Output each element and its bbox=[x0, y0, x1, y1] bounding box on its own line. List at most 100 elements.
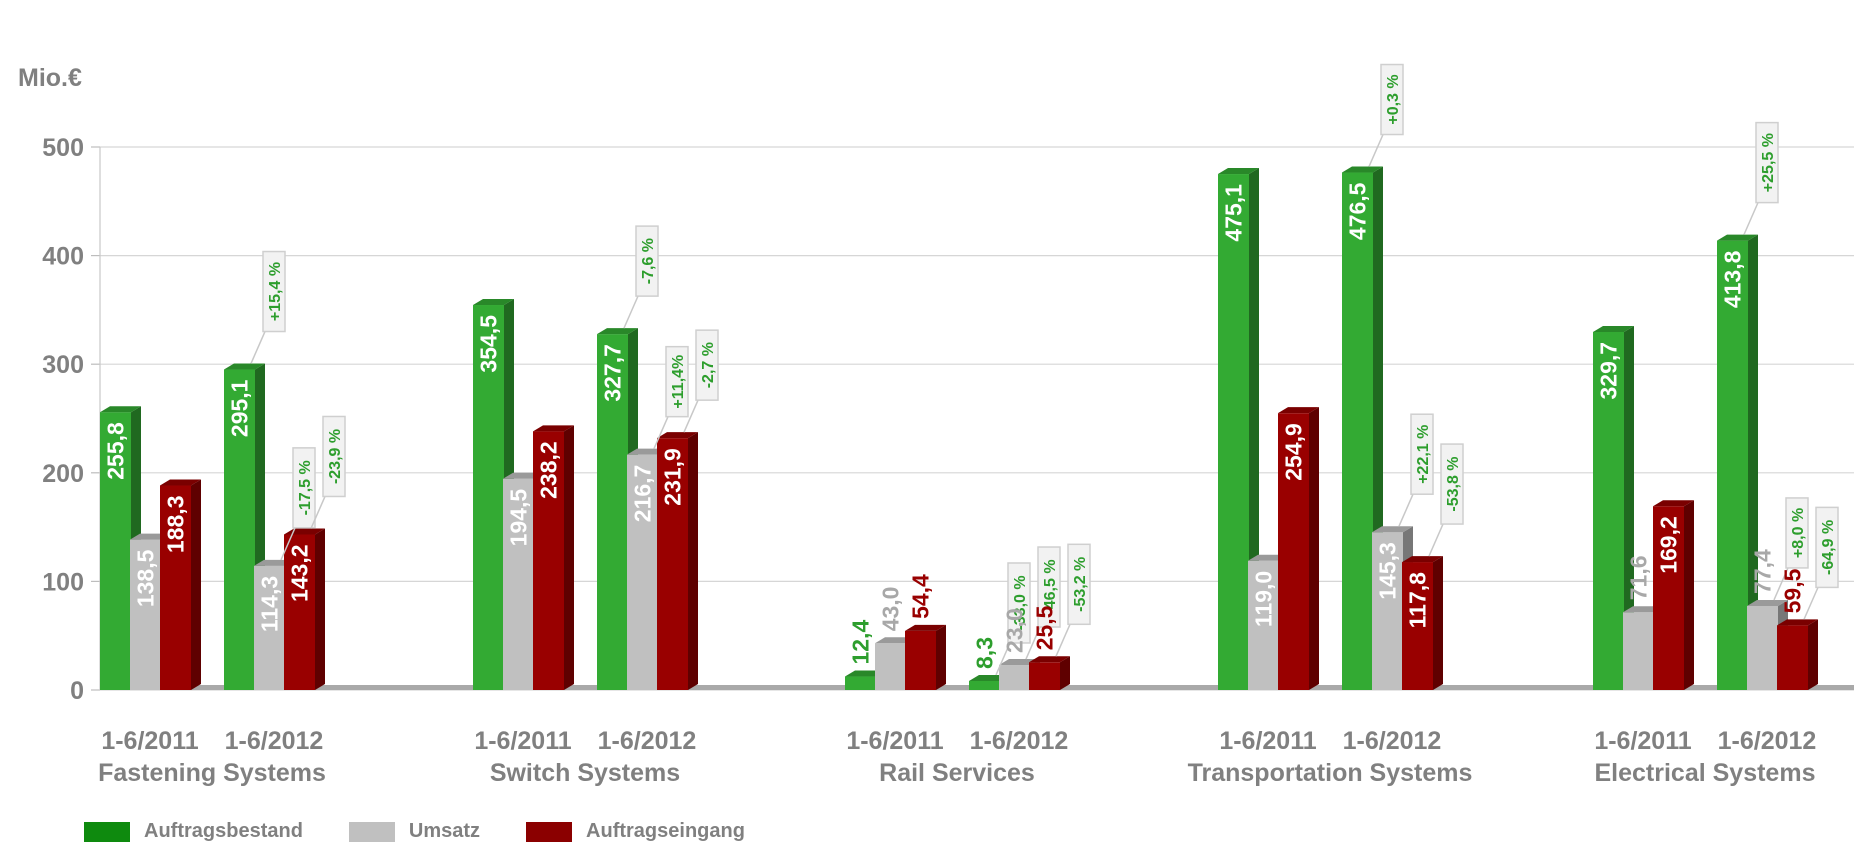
bar-auftragsbestand bbox=[597, 334, 628, 690]
value-label: 59,5 bbox=[1780, 568, 1806, 613]
bar-auftragseingang bbox=[905, 630, 936, 690]
value-label: 216,7 bbox=[630, 465, 656, 523]
bar-umsatz bbox=[627, 454, 658, 690]
change-label: -23,9 % bbox=[327, 429, 344, 484]
bar-auftragsbestand bbox=[224, 369, 255, 690]
change-leader bbox=[1803, 587, 1819, 620]
bar-side bbox=[1808, 619, 1818, 690]
bar-side bbox=[1433, 556, 1443, 690]
value-label: 255,8 bbox=[103, 422, 129, 480]
change-leader bbox=[1055, 624, 1071, 657]
y-tick-label: 500 bbox=[42, 134, 84, 162]
value-label: 327,7 bbox=[600, 344, 626, 402]
x-tick-label: 1-6/2011 bbox=[474, 727, 571, 755]
group-label: Switch Systems bbox=[490, 759, 680, 787]
legend-item-auftragseingang: Auftragseingang bbox=[526, 820, 745, 843]
x-tick-label: 1-6/2011 bbox=[1219, 727, 1316, 755]
bar-top bbox=[597, 328, 638, 335]
bar-top bbox=[533, 425, 574, 432]
bar-top bbox=[905, 624, 946, 631]
value-label: 169,2 bbox=[1656, 516, 1682, 574]
change-leader bbox=[995, 642, 1011, 676]
legend: Auftragsbestand Umsatz Auftragseingang bbox=[84, 820, 791, 843]
value-label: 476,5 bbox=[1345, 182, 1371, 240]
axis-labels: 0 100 200 300 400 500 1-6/2011 1-6/2012 Fastenin… bbox=[42, 134, 1816, 787]
change-label: +0,3 % bbox=[1385, 74, 1402, 124]
change-label: -7,6 % bbox=[640, 238, 657, 284]
legend-item-umsatz: Umsatz bbox=[348, 820, 481, 843]
change-leader bbox=[1743, 202, 1759, 235]
bar-auftragseingang bbox=[533, 431, 564, 690]
bar-auftragseingang bbox=[1777, 625, 1808, 690]
x-tick-label: 1-6/2012 bbox=[1343, 727, 1442, 755]
bar-auftragsbestand bbox=[1342, 172, 1373, 690]
x-tick-label: 1-6/2011 bbox=[101, 727, 198, 755]
legend-label: Auftragseingang bbox=[586, 820, 745, 842]
change-leader bbox=[683, 399, 699, 433]
value-label: 23,0 bbox=[1002, 608, 1028, 653]
change-box bbox=[1785, 497, 1809, 569]
change-label: +8,0 % bbox=[1790, 508, 1807, 558]
bar-top bbox=[473, 299, 514, 306]
legend-label: Umsatz bbox=[408, 820, 481, 842]
bar-top bbox=[1653, 500, 1694, 507]
change-leader bbox=[310, 496, 326, 529]
group-label: Rail Services bbox=[879, 759, 1035, 787]
x-tick-label: 1-6/2011 bbox=[846, 727, 943, 755]
change-box bbox=[1380, 63, 1404, 136]
group-label: Electrical Systems bbox=[1595, 759, 1816, 787]
change-label: +25,5 % bbox=[1760, 133, 1777, 192]
bar-top bbox=[1593, 325, 1634, 332]
bar-top bbox=[224, 363, 265, 370]
change-box bbox=[1410, 413, 1434, 495]
change-box bbox=[1037, 546, 1061, 628]
bar-auftragsbestand bbox=[1593, 331, 1624, 690]
change-label: -46,5 % bbox=[1042, 559, 1059, 614]
x-tick-label: 1-6/2012 bbox=[1718, 727, 1817, 755]
change-label: +11,4% bbox=[670, 355, 687, 409]
value-label: 254,9 bbox=[1281, 423, 1307, 481]
bar-side bbox=[315, 528, 325, 690]
change-label: -53,2 % bbox=[1072, 557, 1089, 612]
bar-top bbox=[1717, 234, 1758, 241]
bar-top bbox=[1278, 407, 1319, 414]
value-label: 188,3 bbox=[163, 496, 189, 554]
bar-umsatz bbox=[1747, 605, 1778, 690]
bar-top bbox=[100, 406, 141, 413]
value-label: 25,5 bbox=[1032, 605, 1058, 650]
bar-umsatz bbox=[875, 643, 906, 690]
bar-auftragsbestand bbox=[1717, 240, 1748, 690]
change-box bbox=[635, 225, 659, 297]
change-box bbox=[322, 415, 346, 498]
change-label: -53,8 % bbox=[1445, 456, 1462, 511]
value-label: 43,0 bbox=[878, 587, 904, 632]
gridlines bbox=[91, 146, 1854, 691]
change-box bbox=[1067, 543, 1091, 626]
change-leader bbox=[250, 331, 266, 364]
value-label: 117,8 bbox=[1405, 572, 1431, 628]
change-leader bbox=[1773, 567, 1789, 601]
bar-auftragsbestand bbox=[845, 676, 876, 690]
bar-side bbox=[936, 624, 946, 690]
bar-auftragseingang bbox=[657, 438, 688, 690]
value-label: 77,4 bbox=[1750, 549, 1776, 594]
value-label: 114,3 bbox=[257, 576, 283, 632]
x-tick-label: 1-6/2012 bbox=[970, 727, 1069, 755]
y-axis-label: Mio.€ bbox=[18, 64, 82, 92]
legend-item-auftragsbestand: Auftragsbestand bbox=[84, 820, 303, 843]
bar-auftragseingang bbox=[284, 534, 315, 690]
bar-umsatz bbox=[130, 539, 161, 690]
bar-umsatz bbox=[1372, 532, 1403, 690]
y-tick-label: 100 bbox=[42, 568, 84, 596]
y-tick-label: 400 bbox=[42, 243, 84, 271]
change-box bbox=[1440, 443, 1464, 525]
x-tick-label: 1-6/2012 bbox=[598, 727, 697, 755]
bar-auftragseingang bbox=[1278, 413, 1309, 690]
bar-umsatz bbox=[999, 665, 1030, 690]
change-box bbox=[665, 345, 689, 418]
bar-side bbox=[1748, 234, 1758, 690]
change-box bbox=[1007, 562, 1031, 644]
bars bbox=[100, 166, 1818, 691]
